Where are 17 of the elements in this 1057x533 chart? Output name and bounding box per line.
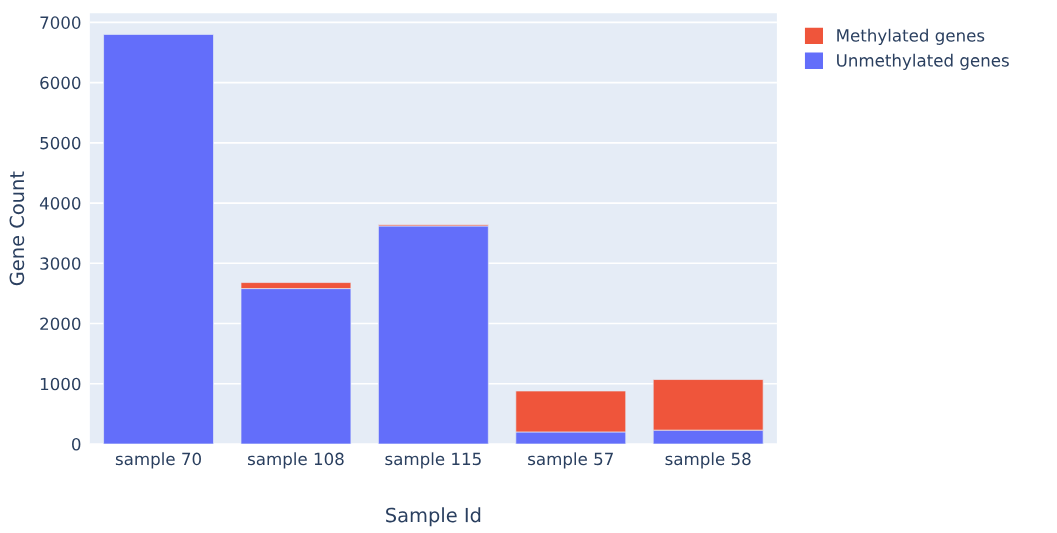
y-axis-title: Gene Count bbox=[9, 171, 25, 286]
y-tick-label: 5000 bbox=[40, 136, 81, 150]
x-tick-label: sample 115 bbox=[385, 452, 481, 469]
legend-label: Methylated genes bbox=[837, 28, 985, 45]
x-tick-label: sample 70 bbox=[115, 452, 201, 469]
y-tick-label: 2000 bbox=[40, 317, 81, 331]
y-tick-label: 3000 bbox=[40, 257, 81, 270]
x-tick-label: sample 108 bbox=[248, 452, 344, 469]
y-tick-label: 4000 bbox=[39, 197, 81, 210]
x-tick-label: sample 57 bbox=[528, 452, 613, 469]
y-tick-label: 1000 bbox=[40, 377, 81, 391]
y-tick-label: 7000 bbox=[40, 16, 81, 29]
x-axis-title: Sample Id bbox=[386, 507, 481, 527]
y-tick-label: 0 bbox=[72, 437, 81, 451]
y-tick-label: 6000 bbox=[40, 76, 81, 90]
x-tick-label: sample 58 bbox=[665, 452, 751, 469]
legend-label: Unmethylated genes bbox=[837, 53, 1009, 70]
